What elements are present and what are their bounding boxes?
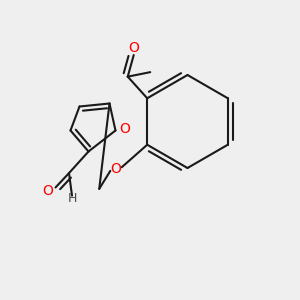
Text: O: O [110,162,121,176]
Text: H: H [67,191,77,205]
Text: O: O [128,40,139,55]
Text: O: O [120,122,130,136]
Text: O: O [43,184,53,198]
